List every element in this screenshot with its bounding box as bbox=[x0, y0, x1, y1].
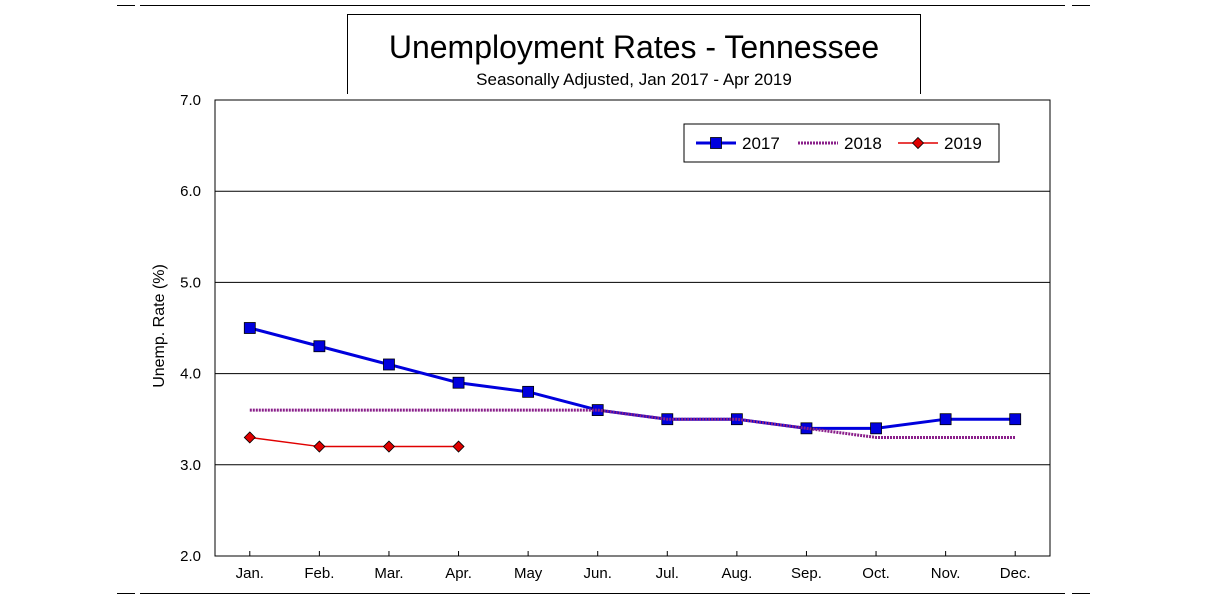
series-2019-point bbox=[243, 431, 256, 444]
series-2019-line bbox=[249, 436, 459, 448]
series-2019-point bbox=[313, 440, 326, 453]
series-2017-point bbox=[313, 340, 326, 353]
x-tick-label: Aug. bbox=[721, 565, 752, 582]
series-2018-line bbox=[249, 408, 1016, 439]
series-2017-point bbox=[522, 385, 535, 398]
legend-marker-2017 bbox=[710, 137, 722, 149]
plot-frame bbox=[214, 99, 1051, 557]
y-tick-label: 5.0 bbox=[180, 274, 201, 291]
y-tick-label: 7.0 bbox=[180, 92, 201, 109]
bottom-rule bbox=[140, 593, 1065, 594]
y-tick-label: 6.0 bbox=[180, 183, 201, 200]
chart-subtitle: Seasonally Adjusted, Jan 2017 - Apr 2019 bbox=[476, 70, 792, 89]
x-tick-label: Jul. bbox=[656, 565, 679, 582]
legend-marker-2019 bbox=[911, 136, 925, 150]
series-2019-point bbox=[452, 440, 465, 453]
series-2017-point bbox=[939, 413, 952, 426]
y-tick-label: 2.0 bbox=[180, 548, 201, 565]
series-2017-point bbox=[870, 422, 882, 435]
bottom-rule-left bbox=[117, 593, 135, 594]
x-tick-label: Jun. bbox=[584, 565, 612, 582]
top-rule-left bbox=[117, 5, 135, 6]
x-tick-label: Sep. bbox=[791, 565, 822, 582]
x-tick-label: Dec. bbox=[1000, 565, 1031, 582]
bottom-rule-right bbox=[1072, 593, 1090, 594]
series-2017-point bbox=[1009, 413, 1022, 426]
x-tick-label: Feb. bbox=[304, 565, 334, 582]
legend-label-2018: 2018 bbox=[844, 134, 882, 153]
series-2017-line bbox=[249, 326, 1016, 430]
x-tick-label: Mar. bbox=[374, 565, 403, 582]
series-2017-point bbox=[383, 358, 395, 371]
title-box: Unemployment Rates - Tennessee Seasonall… bbox=[347, 14, 921, 94]
x-tick-label: Nov. bbox=[931, 565, 961, 582]
legend-label-2017: 2017 bbox=[742, 134, 780, 153]
y-tick-label: 3.0 bbox=[180, 457, 201, 474]
y-axis-label: Unemp. Rate (%) bbox=[151, 264, 168, 388]
x-tick-label: Apr. bbox=[445, 565, 472, 582]
series-2019-point bbox=[382, 440, 396, 453]
series-2017-point bbox=[452, 376, 465, 389]
series-2017-point bbox=[243, 322, 256, 334]
chart-title: Unemployment Rates - Tennessee bbox=[388, 29, 880, 65]
x-tick-label: May bbox=[514, 565, 543, 582]
x-tick-label: Oct. bbox=[862, 565, 890, 582]
plot-area bbox=[215, 100, 1050, 556]
x-tick-label: Jan. bbox=[236, 565, 264, 582]
y-tick-label: 4.0 bbox=[180, 366, 201, 383]
top-rule bbox=[140, 5, 1065, 6]
legend-box bbox=[683, 123, 1000, 163]
legend-label-2019: 2019 bbox=[944, 134, 982, 153]
top-rule-right bbox=[1072, 5, 1090, 6]
